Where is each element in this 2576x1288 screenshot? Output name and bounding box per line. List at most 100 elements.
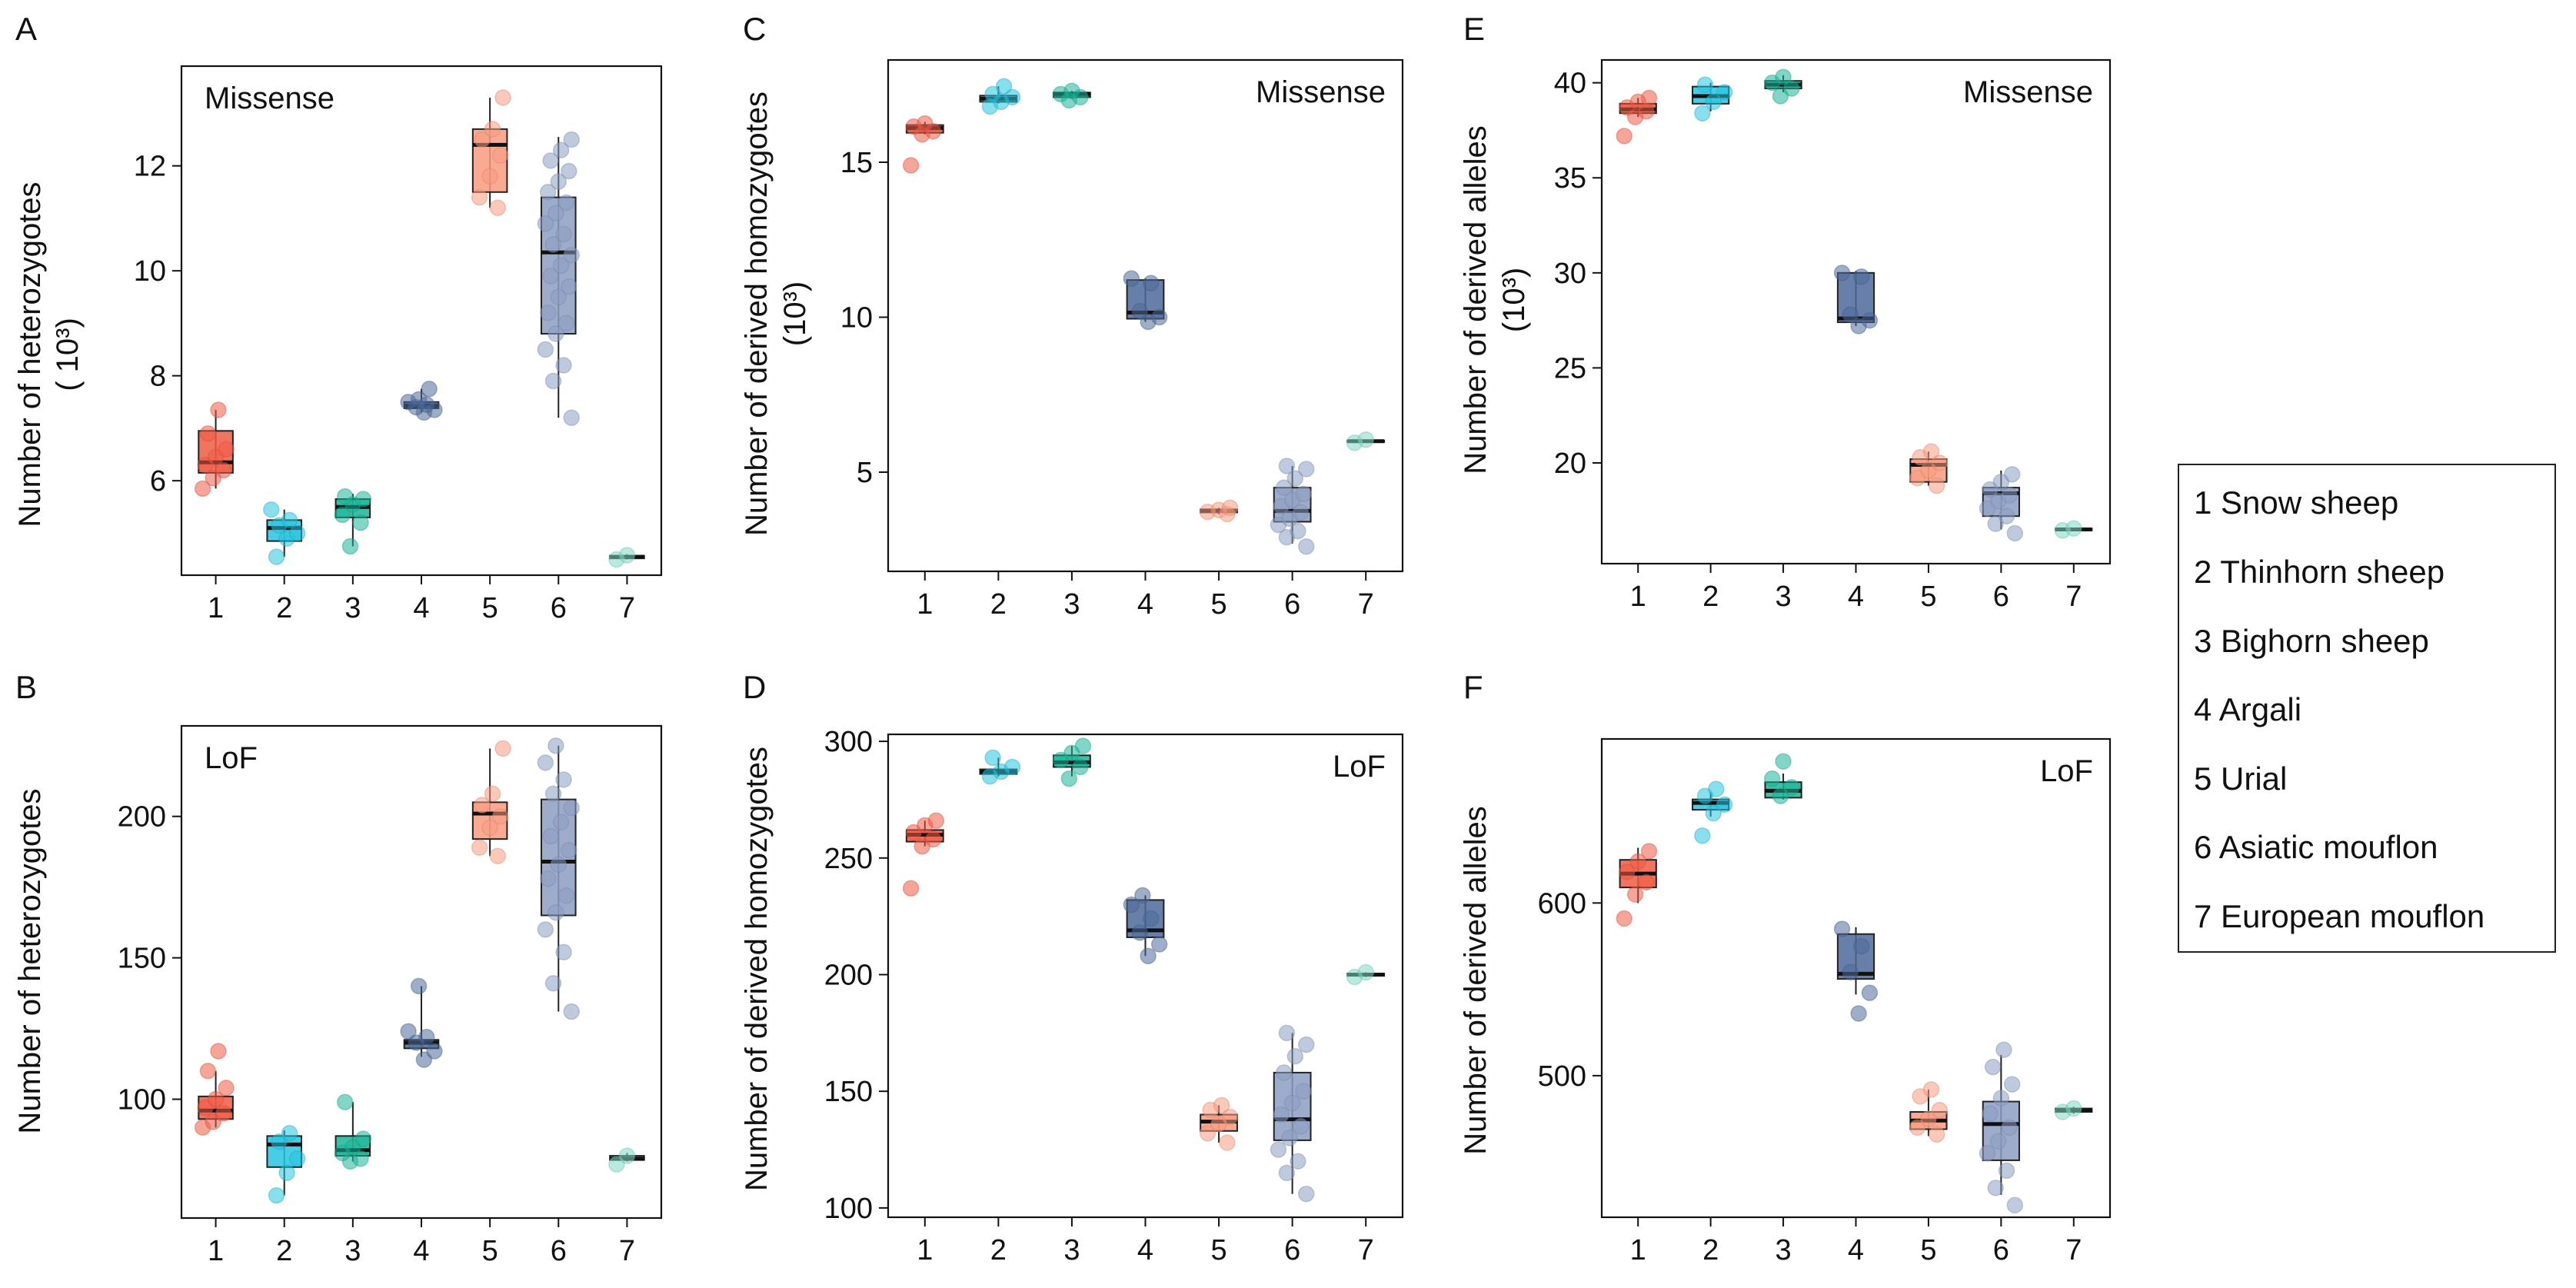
data-point — [1775, 753, 1792, 770]
data-point — [1931, 454, 1949, 471]
data-point — [552, 814, 570, 830]
box-group-5 — [1909, 443, 1949, 494]
box-group-1 — [1616, 843, 1658, 927]
ylabel-F-line1: Number of derived alleles — [1459, 806, 1493, 1155]
data-point — [352, 514, 369, 531]
panel-letter-A: A — [15, 11, 37, 47]
plot-panel-D: 100 150 200 250 300 1 2 3 4 5 6 7 LoF — [824, 726, 1404, 1266]
y-tick-label: 150 — [824, 1076, 873, 1108]
panel-annotation: Missense — [1256, 75, 1386, 109]
plot-panel-B: 100 150 200 1 2 3 4 5 6 7 LoF — [118, 724, 663, 1267]
data-point — [341, 537, 359, 555]
box-group-5 — [1199, 499, 1239, 523]
data-point — [1140, 947, 1157, 964]
data-point — [484, 121, 501, 138]
x-tick-label: 5 — [1211, 588, 1227, 621]
data-point — [215, 461, 232, 479]
data-point — [1987, 1180, 2004, 1196]
box-group-4 — [400, 380, 443, 421]
data-point — [539, 870, 557, 887]
data-point — [288, 1150, 306, 1167]
x-tick-label: 1 — [917, 1234, 933, 1266]
data-point — [1990, 1133, 2007, 1150]
box-group-2 — [1692, 780, 1733, 844]
x-tick-label: 7 — [2065, 1234, 2082, 1266]
data-point — [555, 771, 572, 788]
box-group-3 — [334, 1093, 372, 1170]
data-point — [205, 1113, 221, 1130]
data-point — [984, 85, 1001, 103]
data-point — [1290, 1153, 1306, 1170]
data-point — [1357, 431, 1374, 448]
data-point — [537, 921, 554, 938]
data-point — [210, 1043, 227, 1060]
data-point — [1063, 744, 1080, 762]
data-point — [494, 89, 511, 106]
data-point — [563, 246, 580, 264]
y-tick-label: 20 — [1554, 448, 1586, 480]
panel-annotation: Missense — [1963, 75, 2093, 109]
panel-annotation: LoF — [1333, 750, 1386, 784]
data-point — [547, 737, 564, 754]
y-tick-label: 100 — [118, 1084, 166, 1117]
legend: 1 Snow sheep 2 Thinhorn sheep 3 Bighorn … — [2178, 464, 2556, 953]
x-tick-label: 4 — [413, 592, 429, 624]
data-point — [1987, 515, 2004, 532]
box-group-2 — [263, 501, 306, 565]
data-point — [354, 491, 372, 508]
x-tick-label: 7 — [619, 1235, 635, 1267]
data-point — [197, 1099, 214, 1117]
box-group-7 — [608, 1147, 645, 1173]
data-point — [561, 162, 577, 180]
data-point — [1852, 268, 1870, 285]
box-group-4 — [1123, 887, 1168, 964]
x-tick-label: 7 — [1358, 588, 1374, 621]
data-point — [1270, 1141, 1287, 1158]
ylabel-E: Number of derived alleles (10³) — [1459, 125, 1531, 474]
x-tick-label: 6 — [1284, 588, 1300, 621]
ylabel-A-line1: Number of heterozygotes — [13, 181, 47, 527]
x-tick-label: 6 — [1993, 581, 2009, 613]
box-group-2 — [979, 78, 1021, 115]
data-point — [555, 225, 572, 243]
y-tick-label: 5 — [857, 457, 873, 489]
data-point — [400, 1023, 417, 1040]
data-point — [557, 194, 575, 211]
data-point — [418, 1028, 435, 1046]
data-point — [542, 152, 559, 169]
data-point — [537, 754, 554, 771]
x-tick-label: 5 — [1920, 581, 1936, 613]
data-point — [281, 1124, 298, 1142]
box-group-7 — [608, 547, 645, 568]
data-point — [1286, 470, 1304, 487]
data-point — [471, 839, 488, 856]
data-point — [481, 168, 498, 185]
data-point — [1286, 1047, 1304, 1065]
data-point — [1134, 887, 1151, 904]
ylabel-B: Number of heterozygotes — [13, 788, 47, 1133]
data-point — [561, 278, 577, 295]
data-point — [489, 847, 507, 864]
y-tick-label: 40 — [1554, 68, 1586, 100]
data-point — [1775, 68, 1792, 85]
data-point — [1278, 1164, 1296, 1182]
legend-item: 6 Asiatic mouflon — [2194, 829, 2438, 865]
data-point — [552, 257, 570, 275]
data-point — [1003, 88, 1021, 106]
box-group-1 — [902, 812, 945, 897]
data-point — [1716, 796, 1733, 814]
y-tick-label: 150 — [118, 943, 166, 975]
data-point — [2006, 1196, 2024, 1214]
data-point — [334, 506, 351, 524]
box-group-6 — [1270, 458, 1315, 555]
data-point — [1619, 864, 1636, 880]
x-tick-label: 2 — [1702, 581, 1719, 613]
data-point — [1131, 924, 1148, 941]
data-point — [1833, 265, 1851, 281]
box-group-1 — [902, 115, 944, 174]
data-point — [618, 547, 636, 564]
y-tick-label: 100 — [824, 1193, 873, 1225]
panel-annotation: LoF — [2040, 754, 2093, 788]
ylabel-E-line2: (10³) — [1497, 268, 1531, 332]
data-point — [608, 1156, 625, 1173]
